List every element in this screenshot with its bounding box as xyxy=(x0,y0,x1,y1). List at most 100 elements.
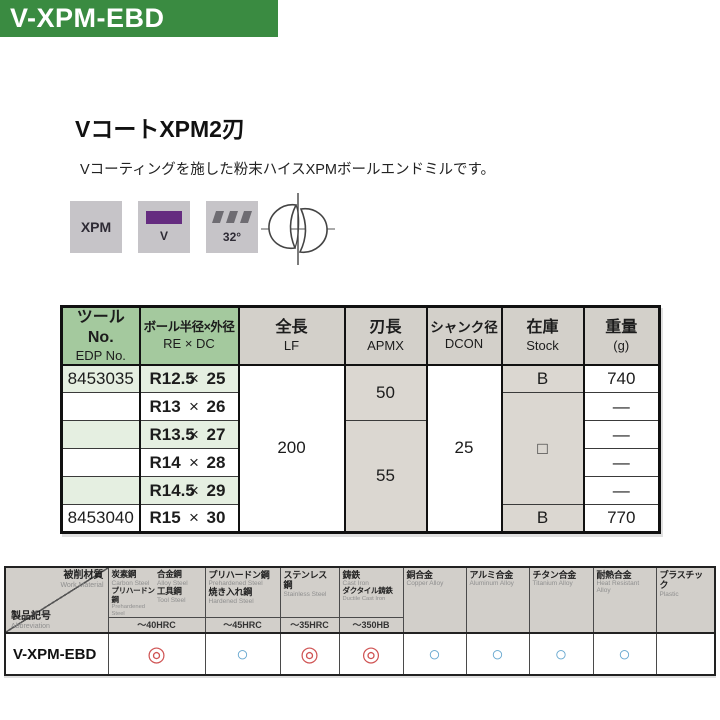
rating-symbol: ○ xyxy=(402,632,467,676)
material-compatibility-table: 被削材質 Work Material 製品記号 Abbreviation 炭素鋼… xyxy=(4,566,716,677)
material-jp: 工具鋼 xyxy=(157,585,182,596)
spec-row: R13 × 26 □ — xyxy=(60,392,661,506)
material-en: Tool Steel xyxy=(157,596,186,604)
re-value: R13.5 xyxy=(149,424,195,444)
col-header-jp: ボール半径×外径 xyxy=(143,320,235,335)
spec-row: R13.5 × 27 55 — xyxy=(60,420,661,534)
dc-value: 28 xyxy=(206,452,226,472)
re-value: R14.5 xyxy=(149,480,195,500)
col-header-en: DCON xyxy=(444,336,484,352)
work-material-jp: 被削材質 xyxy=(63,570,104,581)
apmx-cell-55: 55 xyxy=(343,420,428,534)
material-col-carbon-alloy-steel: 炭素鋼 Carbon Steel 合金鋼 Alloy Steel プリハードン鋼 Pr… xyxy=(107,566,206,618)
rating-symbol: ◎ xyxy=(107,632,206,676)
stock-cell: B xyxy=(500,504,585,534)
col-header-re-dc: ボール半径×外径 RE × DC xyxy=(138,305,240,366)
product-title: VコートXPM2刃 xyxy=(75,116,245,142)
dcon-cell: 25 xyxy=(425,364,503,534)
material-en: Alloy Steel xyxy=(157,579,188,587)
spec-row: R14.5 × 29 — xyxy=(60,476,661,506)
material-jp: 炭素鋼 xyxy=(111,569,137,579)
xpm-material-badge: XPM xyxy=(70,201,122,253)
hardness-cell: ～35HRC xyxy=(279,616,340,634)
material-en: Copper Alloy xyxy=(406,580,444,588)
multiply-sign: × xyxy=(189,424,199,444)
re-dc-cell: R13.5 × 27 xyxy=(138,420,240,450)
material-jp: ダクタイル鋳鉄 xyxy=(342,586,393,596)
col-header-weight: 重量 (g) xyxy=(582,305,661,366)
re-value: R15 xyxy=(149,508,181,528)
xpm-badge-label: XPM xyxy=(80,219,112,235)
weight-cell: 770 xyxy=(582,504,661,534)
corner-cell: 被削材質 Work Material 製品記号 Abbreviation xyxy=(4,566,109,634)
col-header-lf: 全長 LF xyxy=(237,305,346,366)
rating-symbol: ○ xyxy=(528,632,594,676)
material-col-plastic: プラスチック Plastic xyxy=(655,566,716,634)
stock-cell: B xyxy=(500,364,585,394)
edp-no-cell xyxy=(60,448,141,478)
rating-symbol: ○ xyxy=(204,632,281,676)
edp-no-cell xyxy=(60,420,141,450)
stock-cell-no-stock: □ xyxy=(500,392,585,506)
helix-stripes-icon xyxy=(212,210,252,223)
col-header-jp: ツール No. xyxy=(76,309,125,346)
re-value: R14 xyxy=(149,452,181,472)
material-en: Prehardened Steel xyxy=(208,580,263,588)
col-header-jp: 全長 xyxy=(275,319,308,336)
dc-value: 30 xyxy=(206,508,226,528)
rating-symbol: ○ xyxy=(592,632,657,676)
material-en: Hardened Steel xyxy=(208,597,254,605)
multiply-sign: × xyxy=(189,480,199,500)
material-jp: プラスチック xyxy=(659,570,704,591)
work-material-label: 被削材質 Work Material xyxy=(44,570,104,589)
material-jp: ステンレス鋼 xyxy=(283,570,328,591)
material-jp: チタン合金 xyxy=(532,570,577,580)
product-code-banner: V-XPM-EBD xyxy=(0,0,278,37)
material-jp: プリハードン鋼 xyxy=(208,570,270,580)
edp-no-cell: 8453040 xyxy=(60,504,141,534)
col-header-en: RE × DC xyxy=(163,335,215,351)
material-en: Prehardened Steel xyxy=(111,604,146,617)
material-col-cast-iron: 鋳鉄 Cast Iron ダクタイル鋳鉄 Ductile Cast Iron xyxy=(338,566,404,618)
col-header-edp-no: ツール No. EDP No. xyxy=(60,305,141,366)
hardness-cell: ～350HB xyxy=(338,616,404,634)
spec-header-row: ツール No. EDP No. ボール半径×外径 RE × DC 全長 LF 刃… xyxy=(60,305,661,366)
hardness-cell: ～40HRC xyxy=(107,616,206,634)
lf-cell: 200 xyxy=(237,364,346,534)
rating-symbol xyxy=(655,632,716,676)
weight-cell: — xyxy=(582,448,661,478)
multiply-sign: × xyxy=(189,396,199,416)
material-col-stainless-steel: ステンレス鋼 Stainless Steel xyxy=(279,566,340,618)
material-col-aluminum-alloy: アルミ合金 Aluminum Alloy xyxy=(465,566,530,634)
col-header-jp: シャンク径 xyxy=(430,319,498,335)
spec-table: ツール No. EDP No. ボール半径×外径 RE × DC 全長 LF 刃… xyxy=(60,305,661,535)
rating-symbol: ◎ xyxy=(338,632,404,676)
hardness-row: ～40HRC ～45HRC ～35HRC ～350HB xyxy=(5,616,715,634)
col-header-stock: 在庫 Stock xyxy=(500,305,585,366)
product-description: Vコーティングを施した粉末ハイスXPMボールエンドミルです。 xyxy=(80,162,496,178)
work-material-en: Work Material xyxy=(60,581,104,589)
multiply-sign: × xyxy=(189,368,199,388)
endmill-end-view-icon xyxy=(261,193,335,265)
material-en: Plastic xyxy=(659,590,679,598)
product-row-label: V-XPM-EBD xyxy=(4,632,109,676)
material-en: Carbon Steel xyxy=(111,579,150,587)
col-header-jp: 重量 xyxy=(605,319,638,336)
col-header-jp: 在庫 xyxy=(526,319,559,336)
col-header-apmx: 刃長 APMX xyxy=(343,305,428,366)
spec-row: R14 × 28 — xyxy=(60,448,661,478)
coating-bar-icon xyxy=(146,211,182,224)
col-header-en: LF xyxy=(283,338,300,353)
material-col-titanium-alloy: チタン合金 Titanium Alloy xyxy=(528,566,594,634)
edp-no-cell xyxy=(60,476,141,506)
spec-row: 8453035 R12.5 × 25 200 50 25 B 740 xyxy=(60,364,661,534)
material-jp: アルミ合金 xyxy=(469,570,514,580)
material-jp: 耐熱合金 xyxy=(596,570,632,580)
material-header-row: 被削材質 Work Material 製品記号 Abbreviation 炭素鋼… xyxy=(4,566,716,634)
re-dc-cell: R13 × 26 xyxy=(138,392,240,422)
material-en: Aluminum Alloy xyxy=(469,580,514,588)
col-header-dcon: シャンク径 DCON xyxy=(425,305,503,366)
multiply-sign: × xyxy=(189,452,199,472)
re-dc-cell: R12.5 × 25 xyxy=(138,364,240,394)
re-dc-cell: R14.5 × 29 xyxy=(138,476,240,506)
